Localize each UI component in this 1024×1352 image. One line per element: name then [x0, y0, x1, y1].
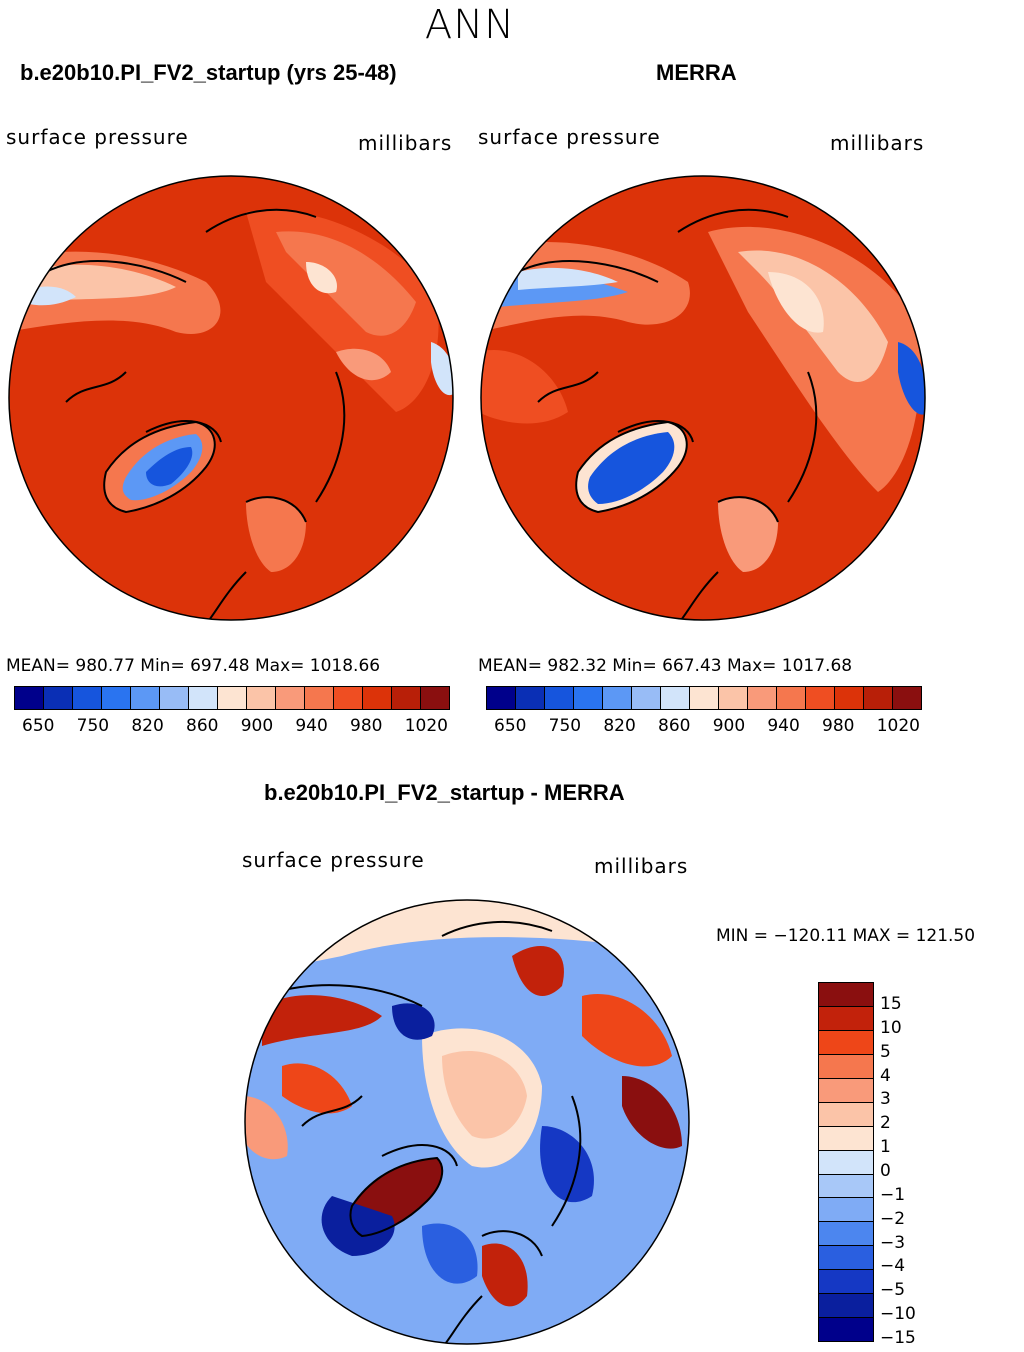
colorbar-swatch — [160, 687, 189, 709]
right-colorbar-ticks: 650 750 820 860 900 940 980 1020 — [494, 716, 920, 736]
colorbar-tick-label: −1 — [880, 1184, 906, 1205]
colorbar-tick-label: 3 — [880, 1089, 891, 1110]
colorbar-swatch — [819, 1246, 873, 1271]
left-colorbar-ticks: 650 750 820 860 900 940 980 1020 — [22, 716, 448, 736]
season-title: ANN — [424, 2, 516, 48]
left-panel-title: b.e20b10.PI_FV2_startup (yrs 25-48) — [20, 60, 397, 85]
right-polar-map — [480, 175, 926, 621]
colorbar-tick-label: 750 — [548, 716, 582, 736]
colorbar-tick-label: 5 — [880, 1041, 891, 1062]
colorbar-swatch — [819, 1270, 873, 1295]
left-units-label: millibars — [358, 131, 453, 155]
colorbar-tick-label: 1020 — [404, 716, 448, 736]
colorbar-tick-label: 10 — [880, 1017, 902, 1038]
colorbar-tick-label: 940 — [767, 716, 800, 736]
diff-field-label: surface pressure — [242, 848, 425, 872]
colorbar-tick-label: −5 — [880, 1280, 906, 1301]
right-field-label: surface pressure — [478, 125, 661, 149]
diff-stats: MIN = −120.11 MAX = 121.50 — [716, 926, 976, 946]
colorbar-swatch — [819, 1222, 873, 1247]
colorbar-swatch — [819, 1006, 873, 1031]
diff-colorbar-ticks: 15 10 5 4 3 2 1 0 −1 −2 −3 −4 −5 −10 −15 — [880, 982, 940, 1348]
colorbar-swatch — [864, 687, 893, 709]
colorbar-swatch — [661, 687, 690, 709]
colorbar-swatch — [363, 687, 392, 709]
right-stats: MEAN= 982.32 Min= 667.43 Max= 1017.68 — [478, 656, 853, 676]
colorbar-swatch — [748, 687, 777, 709]
colorbar-tick-label: 0 — [880, 1161, 891, 1181]
diff-colorbar — [818, 982, 874, 1342]
colorbar-swatch — [893, 687, 921, 709]
colorbar-tick-label: 820 — [131, 716, 164, 736]
colorbar-swatch — [819, 1198, 873, 1223]
colorbar-tick-label: 820 — [603, 716, 636, 736]
colorbar-swatch — [218, 687, 247, 709]
diff-panel-title: b.e20b10.PI_FV2_startup - MERRA — [264, 780, 625, 805]
colorbar-tick-label: 980 — [350, 716, 383, 736]
right-colorbar — [486, 686, 922, 710]
colorbar-swatch — [421, 687, 449, 709]
colorbar-swatch — [247, 687, 276, 709]
right-units-label: millibars — [830, 131, 925, 155]
colorbar-tick-label: 900 — [240, 716, 274, 736]
colorbar-tick-label: 4 — [880, 1065, 891, 1086]
colorbar-tick-label: −10 — [880, 1304, 916, 1325]
colorbar-swatch — [102, 687, 131, 709]
colorbar-tick-label: 1020 — [876, 716, 920, 736]
colorbar-swatch — [73, 687, 102, 709]
colorbar-swatch — [719, 687, 748, 709]
colorbar-swatch — [690, 687, 719, 709]
colorbar-swatch — [15, 687, 44, 709]
colorbar-tick-label: 860 — [658, 716, 691, 736]
colorbar-swatch — [777, 687, 806, 709]
colorbar-tick-label: 1 — [880, 1137, 891, 1158]
colorbar-swatch — [806, 687, 835, 709]
colorbar-swatch — [44, 687, 73, 709]
colorbar-swatch — [819, 1078, 873, 1103]
colorbar-swatch — [545, 687, 574, 709]
colorbar-swatch — [632, 687, 661, 709]
colorbar-tick-label: 980 — [822, 716, 855, 736]
colorbar-swatch — [305, 687, 334, 709]
colorbar-tick-label: −15 — [880, 1328, 916, 1349]
colorbar-swatch — [819, 1294, 873, 1319]
colorbar-tick-label: 15 — [880, 993, 902, 1014]
colorbar-swatch — [516, 687, 545, 709]
colorbar-tick-label: 750 — [76, 716, 110, 736]
colorbar-swatch — [819, 1102, 873, 1127]
colorbar-tick-label: −3 — [880, 1232, 906, 1253]
colorbar-tick-label: −4 — [880, 1256, 906, 1277]
left-polar-map — [8, 175, 454, 621]
colorbar-swatch — [276, 687, 305, 709]
colorbar-swatch — [819, 1150, 873, 1175]
colorbar-tick-label: 860 — [186, 716, 219, 736]
colorbar-swatch — [603, 687, 632, 709]
colorbar-tick-label: 940 — [295, 716, 328, 736]
right-panel-title: MERRA — [656, 60, 737, 85]
colorbar-swatch — [487, 687, 516, 709]
colorbar-swatch — [819, 1126, 873, 1151]
colorbar-tick-label: −2 — [880, 1208, 906, 1229]
left-stats: MEAN= 980.77 Min= 697.48 Max= 1018.66 — [6, 656, 381, 676]
left-colorbar — [14, 686, 450, 710]
colorbar-swatch — [835, 687, 864, 709]
colorbar-swatch — [189, 687, 218, 709]
colorbar-tick-label: 650 — [494, 716, 527, 736]
colorbar-swatch — [392, 687, 421, 709]
colorbar-swatch — [819, 1174, 873, 1199]
colorbar-swatch — [819, 983, 873, 1007]
diff-polar-map — [244, 899, 690, 1345]
colorbar-swatch — [334, 687, 363, 709]
colorbar-tick-label: 650 — [22, 716, 55, 736]
colorbar-swatch — [819, 1054, 873, 1079]
colorbar-swatch — [819, 1030, 873, 1055]
left-field-label: surface pressure — [6, 125, 189, 149]
colorbar-swatch — [574, 687, 603, 709]
colorbar-tick-label: 900 — [712, 716, 746, 736]
colorbar-swatch — [819, 1318, 873, 1342]
colorbar-tick-label: 2 — [880, 1113, 891, 1134]
diff-units-label: millibars — [594, 854, 689, 878]
colorbar-swatch — [131, 687, 160, 709]
